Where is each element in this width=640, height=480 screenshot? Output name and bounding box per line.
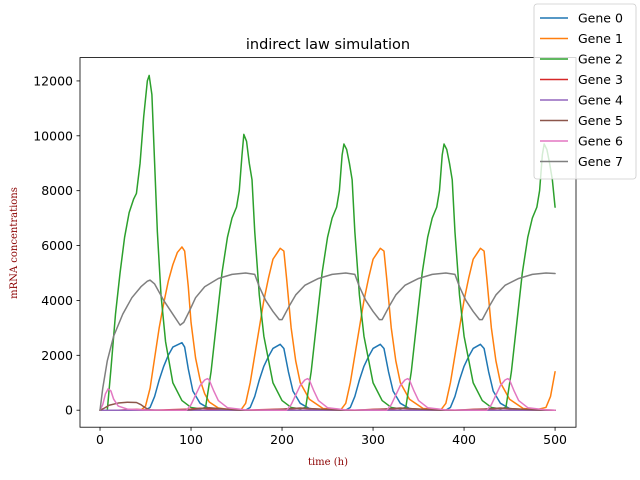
series-line-gene-7 [99,272,556,411]
legend: Gene 0 Gene 1 Gene 2 Gene 3 Gene 4 Gene 5 Gene… [533,3,637,180]
legend-label-gene-7: Gene 7 [578,154,623,169]
axes-frame [79,57,577,428]
y-tick-label: 4000 [41,293,73,308]
y-axis-label: mRNA concentrations [9,187,20,299]
series-line-gene-6 [99,377,556,411]
y-tick-label: 0 [65,403,73,418]
x-axis: 0 100 200 300 400 500 [96,427,567,447]
y-tick-label: 12000 [33,73,73,88]
x-tick-label: 400 [452,432,476,447]
x-tick-label: 300 [361,432,385,447]
series-line-gene-2 [99,74,556,411]
x-axis-label: time (h) [308,457,348,468]
legend-label-gene-2: Gene 2 [578,52,623,67]
y-tick-label: 8000 [41,183,73,198]
legend-box [533,3,637,180]
legend-label-gene-0: Gene 0 [578,11,623,26]
legend-label-gene-3: Gene 3 [578,72,623,87]
legend-label-gene-1: Gene 1 [578,31,623,46]
y-tick-label: 6000 [41,238,73,253]
x-tick-label: 200 [270,432,294,447]
x-tick-label: 0 [96,432,104,447]
y-tick-label: 10000 [33,128,73,143]
y-axis: 0 2000 4000 6000 8000 10000 12000 [33,73,80,418]
x-tick-label: 100 [179,432,203,447]
legend-label-gene-4: Gene 4 [578,93,623,108]
legend-label-gene-5: Gene 5 [578,113,623,128]
y-tick-label: 2000 [41,348,73,363]
plot-area [99,74,556,411]
legend-label-gene-6: Gene 6 [578,134,623,149]
x-tick-label: 500 [543,432,567,447]
chart-title: indirect law simulation [246,37,410,53]
